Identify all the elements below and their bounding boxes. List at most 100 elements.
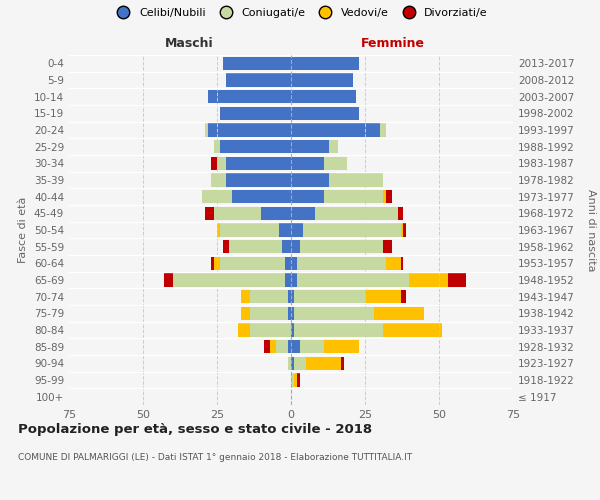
Bar bbox=[386, 190, 392, 203]
Bar bbox=[383, 190, 386, 203]
Bar bbox=[291, 356, 294, 370]
Bar bbox=[217, 156, 226, 170]
Bar bbox=[291, 324, 294, 336]
Bar bbox=[288, 356, 291, 370]
Bar bbox=[291, 90, 356, 104]
Bar bbox=[238, 324, 250, 336]
Bar bbox=[205, 124, 208, 136]
Bar bbox=[265, 340, 270, 353]
Bar bbox=[279, 224, 291, 236]
Bar bbox=[341, 356, 344, 370]
Legend: Celibi/Nubili, Coniugati/e, Vedovi/e, Divorziati/e: Celibi/Nubili, Coniugati/e, Vedovi/e, Di… bbox=[110, 6, 490, 20]
Bar bbox=[291, 290, 294, 304]
Bar bbox=[291, 374, 294, 386]
Bar bbox=[291, 306, 294, 320]
Bar bbox=[223, 56, 291, 70]
Bar bbox=[208, 124, 291, 136]
Bar bbox=[214, 206, 262, 220]
Bar bbox=[291, 240, 300, 254]
Bar bbox=[294, 290, 365, 304]
Y-axis label: Fasce di età: Fasce di età bbox=[19, 197, 28, 263]
Bar bbox=[291, 74, 353, 86]
Bar bbox=[403, 224, 406, 236]
Bar bbox=[229, 240, 282, 254]
Bar bbox=[285, 274, 291, 286]
Bar bbox=[211, 256, 214, 270]
Bar bbox=[241, 290, 250, 304]
Bar bbox=[214, 140, 220, 153]
Bar bbox=[365, 290, 401, 304]
Bar bbox=[285, 256, 291, 270]
Bar bbox=[329, 140, 338, 153]
Bar bbox=[211, 174, 226, 186]
Bar bbox=[323, 340, 359, 353]
Bar bbox=[314, 206, 398, 220]
Bar bbox=[294, 324, 383, 336]
Bar bbox=[300, 240, 383, 254]
Bar bbox=[241, 306, 250, 320]
Bar bbox=[401, 224, 403, 236]
Bar bbox=[214, 256, 220, 270]
Bar bbox=[291, 190, 323, 203]
Bar bbox=[276, 340, 288, 353]
Bar bbox=[250, 324, 291, 336]
Bar bbox=[383, 324, 442, 336]
Bar bbox=[220, 256, 285, 270]
Bar bbox=[297, 374, 300, 386]
Bar bbox=[220, 140, 291, 153]
Bar bbox=[323, 156, 347, 170]
Bar bbox=[270, 340, 276, 353]
Bar bbox=[297, 274, 409, 286]
Bar bbox=[294, 374, 297, 386]
Bar bbox=[294, 306, 374, 320]
Bar bbox=[262, 206, 291, 220]
Bar bbox=[291, 174, 329, 186]
Bar bbox=[291, 274, 297, 286]
Bar bbox=[220, 224, 279, 236]
Bar bbox=[297, 256, 386, 270]
Bar bbox=[323, 190, 383, 203]
Bar bbox=[329, 174, 383, 186]
Bar bbox=[226, 174, 291, 186]
Bar bbox=[202, 190, 232, 203]
Text: COMUNE DI PALMARIGGI (LE) - Dati ISTAT 1° gennaio 2018 - Elaborazione TUTTITALIA: COMUNE DI PALMARIGGI (LE) - Dati ISTAT 1… bbox=[18, 452, 412, 462]
Bar bbox=[291, 124, 380, 136]
Bar bbox=[164, 274, 173, 286]
Bar bbox=[232, 190, 291, 203]
Bar bbox=[226, 74, 291, 86]
Bar bbox=[401, 256, 403, 270]
Bar bbox=[303, 224, 401, 236]
Text: Popolazione per età, sesso e stato civile - 2018: Popolazione per età, sesso e stato civil… bbox=[18, 422, 372, 436]
Bar bbox=[291, 256, 297, 270]
Bar bbox=[291, 340, 300, 353]
Bar bbox=[173, 274, 285, 286]
Bar bbox=[250, 290, 288, 304]
Text: Maschi: Maschi bbox=[164, 37, 213, 50]
Bar bbox=[288, 306, 291, 320]
Bar bbox=[306, 356, 341, 370]
Bar bbox=[291, 156, 323, 170]
Bar bbox=[448, 274, 466, 286]
Bar bbox=[383, 240, 392, 254]
Bar bbox=[282, 240, 291, 254]
Bar bbox=[205, 206, 214, 220]
Y-axis label: Anni di nascita: Anni di nascita bbox=[586, 188, 596, 271]
Bar bbox=[401, 290, 406, 304]
Bar bbox=[294, 356, 306, 370]
Bar bbox=[380, 124, 386, 136]
Bar bbox=[398, 206, 403, 220]
Bar bbox=[291, 56, 359, 70]
Bar bbox=[217, 224, 220, 236]
Bar bbox=[291, 106, 359, 120]
Bar bbox=[223, 240, 229, 254]
Text: Femmine: Femmine bbox=[361, 37, 425, 50]
Bar bbox=[291, 206, 314, 220]
Bar bbox=[291, 224, 303, 236]
Bar bbox=[386, 256, 401, 270]
Bar bbox=[220, 106, 291, 120]
Bar bbox=[288, 290, 291, 304]
Bar bbox=[208, 90, 291, 104]
Bar bbox=[288, 340, 291, 353]
Bar bbox=[374, 306, 424, 320]
Bar bbox=[226, 156, 291, 170]
